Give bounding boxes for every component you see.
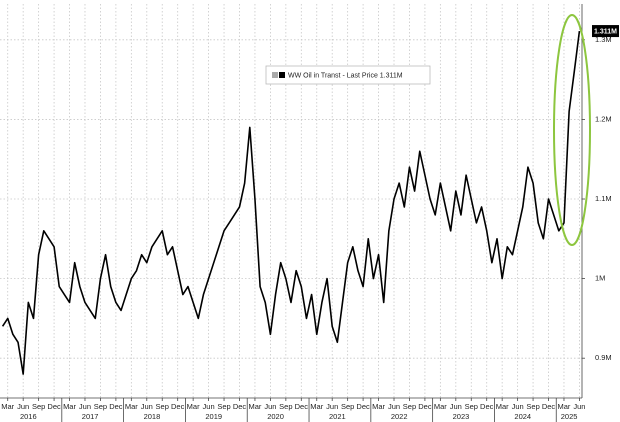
y-tick-label: 1.3M: [595, 35, 612, 44]
x-tick-label: Jun: [450, 402, 462, 411]
x-tick-label: Dec: [171, 402, 185, 411]
year-label: 2016: [20, 412, 37, 421]
x-tick-label: Sep: [94, 402, 107, 411]
data-line: [1, 30, 581, 375]
year-label: 2022: [391, 412, 408, 421]
x-tick-label: Mar: [63, 402, 76, 411]
x-tick-label: Sep: [465, 402, 478, 411]
x-tick-label: Jun: [326, 402, 338, 411]
x-tick-label: Mar: [558, 402, 571, 411]
x-tick-label: Mar: [125, 402, 138, 411]
x-tick-label: Jun: [264, 402, 276, 411]
x-tick-label: Mar: [310, 402, 323, 411]
x-tick-label: Dec: [295, 402, 309, 411]
x-tick-label: Sep: [403, 402, 416, 411]
x-tick-label: Dec: [542, 402, 556, 411]
y-tick-label: 0.9M: [595, 353, 612, 362]
legend-swatch: [272, 72, 278, 78]
legend-label: WW Oil in Transt - Last Price 1.311M: [288, 72, 403, 79]
x-tick-label: Dec: [480, 402, 494, 411]
x-tick-label: Mar: [248, 402, 261, 411]
x-tick-label: Jun: [79, 402, 91, 411]
x-tick-label: Sep: [279, 402, 292, 411]
plot-area: [0, 4, 582, 398]
highlight-ellipse: [553, 14, 591, 246]
year-label: 2021: [329, 412, 346, 421]
x-tick-label: Sep: [156, 402, 169, 411]
year-label: 2020: [267, 412, 284, 421]
x-tick-label: Dec: [109, 402, 123, 411]
x-tick-label: Sep: [341, 402, 354, 411]
x-tick-label: Dec: [233, 402, 247, 411]
last-price-label: 1.311M: [594, 28, 617, 35]
x-tick-label: Mar: [187, 402, 200, 411]
x-tick-label: Dec: [356, 402, 370, 411]
year-label: 2017: [82, 412, 99, 421]
x-tick-label: Mar: [372, 402, 385, 411]
year-label: 2019: [205, 412, 222, 421]
x-tick-label: Mar: [434, 402, 447, 411]
x-tick-label: Mar: [1, 402, 14, 411]
last-price-tag: 1.311M: [592, 25, 619, 38]
y-tick-label: 1.1M: [595, 194, 612, 203]
x-tick-label: Sep: [217, 402, 230, 411]
year-label: 2018: [144, 412, 161, 421]
x-tick-label: Sep: [526, 402, 539, 411]
year-label: 2025: [561, 412, 578, 421]
y-tick-label: 1.2M: [595, 114, 612, 123]
x-tick-label: Jun: [388, 402, 400, 411]
last-price-box: [592, 25, 619, 38]
year-label: 2024: [514, 412, 531, 421]
legend: WW Oil in Transt - Last Price 1.311M: [265, 65, 431, 85]
x-tick-label: Jun: [17, 402, 29, 411]
legend-box: [265, 65, 431, 85]
x-tick-label: Jun: [512, 402, 524, 411]
x-tick-label: Jun: [203, 402, 215, 411]
legend-swatch: [279, 72, 285, 78]
x-tick-label: Jun: [141, 402, 153, 411]
x-tick-label: Mar: [496, 402, 509, 411]
x-tick-label: Dec: [418, 402, 432, 411]
x-tick-label: Sep: [32, 402, 45, 411]
x-tick-label: Dec: [47, 402, 61, 411]
year-label: 2023: [453, 412, 470, 421]
x-tick-label: Jun: [573, 402, 585, 411]
y-tick-label: 1M: [595, 274, 605, 283]
